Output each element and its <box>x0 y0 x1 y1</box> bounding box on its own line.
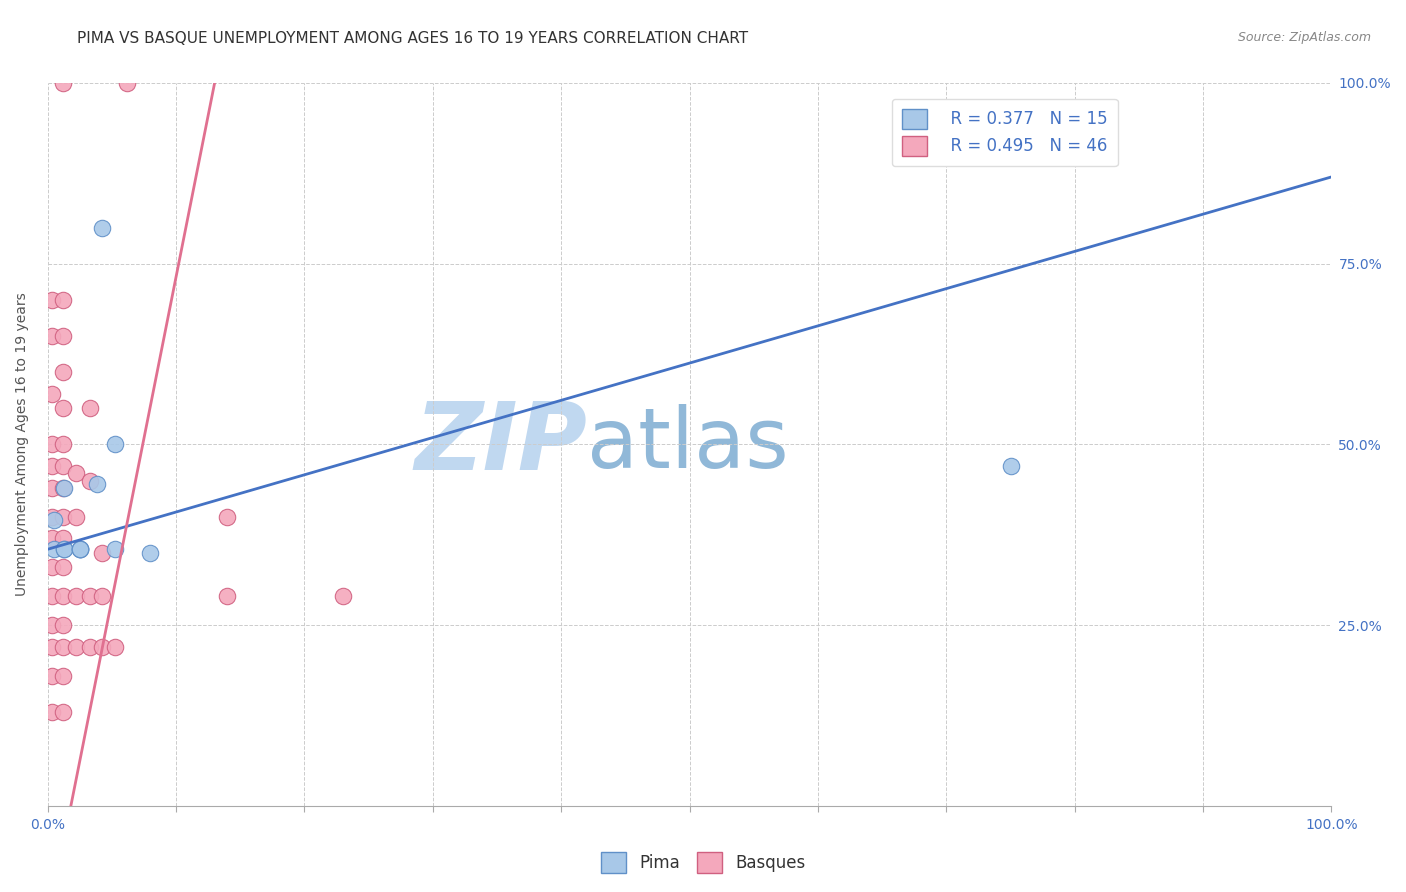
Point <box>79 640 101 654</box>
Point <box>41 509 63 524</box>
Point <box>41 705 63 719</box>
Legend:   R = 0.377   N = 15,   R = 0.495   N = 46: R = 0.377 N = 15, R = 0.495 N = 46 <box>891 98 1118 166</box>
Point <box>103 640 125 654</box>
Point <box>52 509 75 524</box>
Point <box>53 542 76 557</box>
Point <box>90 546 112 560</box>
Point <box>79 474 101 488</box>
Point <box>69 542 91 557</box>
Text: PIMA VS BASQUE UNEMPLOYMENT AMONG AGES 16 TO 19 YEARS CORRELATION CHART: PIMA VS BASQUE UNEMPLOYMENT AMONG AGES 1… <box>77 31 748 46</box>
Point <box>332 589 354 603</box>
Point <box>69 542 91 557</box>
Point <box>41 618 63 632</box>
Point <box>52 76 75 90</box>
Point <box>1000 459 1022 474</box>
Point <box>52 560 75 574</box>
Point <box>139 546 162 560</box>
Point <box>52 437 75 451</box>
Point <box>53 481 76 495</box>
Point <box>41 329 63 343</box>
Point <box>103 542 125 557</box>
Y-axis label: Unemployment Among Ages 16 to 19 years: Unemployment Among Ages 16 to 19 years <box>15 293 30 596</box>
Point <box>52 481 75 495</box>
Point <box>52 365 75 379</box>
Text: ZIP: ZIP <box>413 399 586 491</box>
Point <box>41 560 63 574</box>
Point <box>52 669 75 683</box>
Point <box>41 386 63 401</box>
Point <box>41 459 63 474</box>
Point <box>41 589 63 603</box>
Point <box>65 509 87 524</box>
Point <box>52 618 75 632</box>
Point <box>65 640 87 654</box>
Point <box>217 589 239 603</box>
Point <box>117 76 139 90</box>
Point <box>90 640 112 654</box>
Point <box>44 542 66 557</box>
Point <box>52 293 75 307</box>
Text: Source: ZipAtlas.com: Source: ZipAtlas.com <box>1237 31 1371 45</box>
Point <box>41 532 63 546</box>
Point <box>90 589 112 603</box>
Point <box>217 509 239 524</box>
Point <box>65 589 87 603</box>
Point <box>52 329 75 343</box>
Point <box>90 220 112 235</box>
Point <box>69 542 91 557</box>
Point <box>79 401 101 416</box>
Point <box>41 640 63 654</box>
Point <box>79 589 101 603</box>
Point <box>69 542 91 557</box>
Point <box>41 437 63 451</box>
Point <box>52 401 75 416</box>
Point <box>41 481 63 495</box>
Point <box>52 705 75 719</box>
Point <box>103 437 125 451</box>
Point <box>53 542 76 557</box>
Point <box>44 513 66 527</box>
Point <box>52 589 75 603</box>
Point <box>41 293 63 307</box>
Text: atlas: atlas <box>586 404 789 485</box>
Point <box>52 459 75 474</box>
Point <box>65 467 87 481</box>
Legend: Pima, Basques: Pima, Basques <box>595 846 811 880</box>
Point <box>41 669 63 683</box>
Point <box>86 477 108 491</box>
Point <box>52 640 75 654</box>
Point <box>52 532 75 546</box>
